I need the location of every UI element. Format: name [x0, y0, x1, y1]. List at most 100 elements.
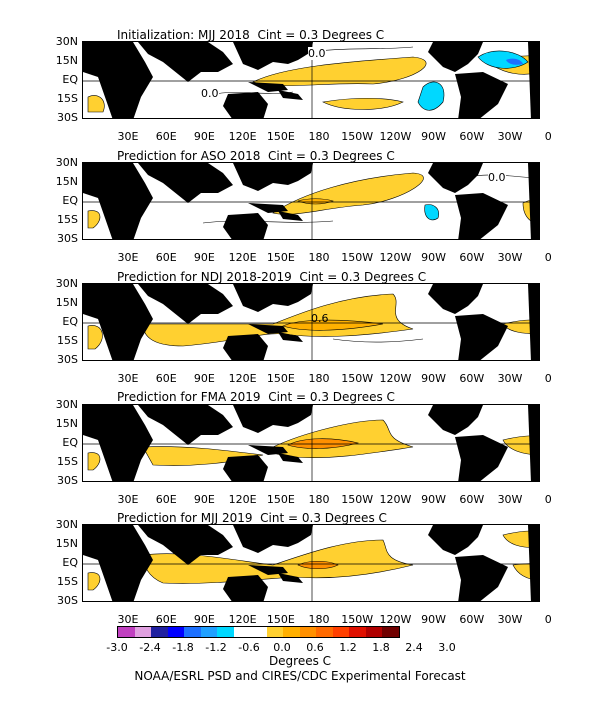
longitude-label: 120E [228, 372, 257, 385]
latitude-label: 15N [55, 537, 78, 550]
latitude-label: 30N [55, 277, 78, 290]
panel-title-4: Prediction for FMA 2019 Cint = 0.3 Degre… [117, 390, 395, 404]
longitude-label: 120W [379, 613, 412, 626]
longitude-label: 30W [497, 613, 523, 626]
latitude-label: 30S [57, 111, 78, 124]
longitude-label: 90E [193, 493, 215, 506]
longitude-label: 0 [544, 493, 552, 506]
longitude-label: 90W [421, 493, 447, 506]
longitude-label: 120W [379, 493, 412, 506]
colorbar-swatch [167, 627, 184, 637]
latitude-label: 15N [55, 175, 78, 188]
longitude-label: 60W [459, 372, 485, 385]
latitude-label: 30S [57, 353, 78, 366]
longitude-label: 150E [266, 130, 295, 143]
longitude-label: 30W [497, 372, 523, 385]
longitude-label: 0 [544, 613, 552, 626]
colorbar-tick-label: 0.6 [306, 641, 324, 654]
panel-title-2: Prediction for ASO 2018 Cint = 0.3 Degre… [117, 149, 395, 163]
colorbar-tick-label: 3.0 [438, 641, 456, 654]
latitude-label: 15S [57, 575, 78, 588]
panel-title-1: Initialization: MJJ 2018 Cint = 0.3 Degr… [117, 28, 385, 42]
colorbar-tick-label: 2.4 [405, 641, 423, 654]
colorbar-swatch [184, 627, 201, 637]
longitude-label: 60W [459, 493, 485, 506]
longitude-label: 120E [228, 493, 257, 506]
colorbar-swatch [217, 627, 234, 637]
colorbar-swatch [316, 627, 333, 637]
latitude-label: 30S [57, 594, 78, 607]
longitude-label: 30W [497, 251, 523, 264]
longitude-label: 90W [421, 613, 447, 626]
longitude-label: 150W [341, 251, 374, 264]
colorbar-swatch [349, 627, 366, 637]
longitude-label: 180 [308, 372, 330, 385]
longitude-label: 60W [459, 613, 485, 626]
contour-label: 0.0 [201, 87, 219, 100]
longitude-label: 150W [341, 130, 374, 143]
latitude-label: 30S [57, 232, 78, 245]
colorbar-swatch [266, 627, 283, 637]
latitude-label: 15S [57, 92, 78, 105]
longitude-label: 120E [228, 613, 257, 626]
longitude-label: 150E [266, 493, 295, 506]
contour-label: 0.0 [308, 47, 326, 60]
longitude-label: 90E [193, 613, 215, 626]
longitude-label: 120W [379, 251, 412, 264]
longitude-label: 180 [308, 493, 330, 506]
contour-label: 0.0 [488, 171, 506, 184]
longitude-label: 120E [228, 251, 257, 264]
longitude-label: 60E [155, 130, 177, 143]
colorbar-tick-label: -0.6 [238, 641, 260, 654]
longitude-label: 30W [497, 493, 523, 506]
latitude-label: 30N [55, 398, 78, 411]
colorbar-swatch [134, 627, 151, 637]
latitude-label: EQ [62, 436, 78, 449]
longitude-label: 30E [117, 493, 139, 506]
latitude-label: 15S [57, 334, 78, 347]
longitude-label: 90E [193, 251, 215, 264]
colorbar-tick-label: -1.2 [205, 641, 227, 654]
longitude-label: 120W [379, 130, 412, 143]
credit-line: NOAA/ESRL PSD and CIRES/CDC Experimental… [134, 669, 466, 683]
longitude-label: 60E [155, 613, 177, 626]
latitude-label: 15N [55, 417, 78, 430]
longitude-label: 60E [155, 372, 177, 385]
colorbar-tick-label: 1.2 [339, 641, 357, 654]
longitude-label: 90E [193, 372, 215, 385]
longitude-label: 150E [266, 251, 295, 264]
panel-title-5: Prediction for MJJ 2019 Cint = 0.3 Degre… [117, 511, 387, 525]
longitude-label: 180 [308, 613, 330, 626]
longitude-label: 150W [341, 372, 374, 385]
colorbar-swatch [283, 627, 300, 637]
sst-map-panel-4 [82, 404, 540, 482]
longitude-axis: 30E 60E 90E 120E 150E 180 150W 120W 90W 60W 30W 0 [82, 130, 552, 144]
longitude-label: 30E [117, 613, 139, 626]
colorbar-swatch [151, 627, 168, 637]
panel-title-3: Prediction for NDJ 2018-2019 Cint = 0.3 … [117, 270, 427, 284]
longitude-label: 120W [379, 372, 412, 385]
latitude-label: EQ [62, 556, 78, 569]
colorbar-swatch [332, 627, 349, 637]
colorbar-swatch [233, 627, 250, 637]
longitude-label: 0 [544, 251, 552, 264]
longitude-label: 60E [155, 493, 177, 506]
colorbar-swatch [299, 627, 316, 637]
longitude-label: 120E [228, 130, 257, 143]
latitude-label: 15N [55, 296, 78, 309]
colorbar-swatch [118, 627, 135, 637]
longitude-label: 180 [308, 130, 330, 143]
longitude-axis: 30E 60E 90E 120E 150E 180 150W 120W 90W 60W 30W 0 [82, 493, 552, 507]
latitude-label: 30S [57, 474, 78, 487]
longitude-label: 180 [308, 251, 330, 264]
sst-map-panel-2: 0.0 [82, 162, 540, 240]
colorbar-tick-label: -2.4 [139, 641, 161, 654]
longitude-label: 150W [341, 613, 374, 626]
longitude-label: 150E [266, 613, 295, 626]
latitude-label: 15S [57, 455, 78, 468]
longitude-label: 90W [421, 372, 447, 385]
colorbar-swatch [200, 627, 217, 637]
latitude-label: 30N [55, 518, 78, 531]
colorbar-tick-label: 0.0 [273, 641, 291, 654]
sst-map-panel-3: 0.6 [82, 283, 540, 361]
